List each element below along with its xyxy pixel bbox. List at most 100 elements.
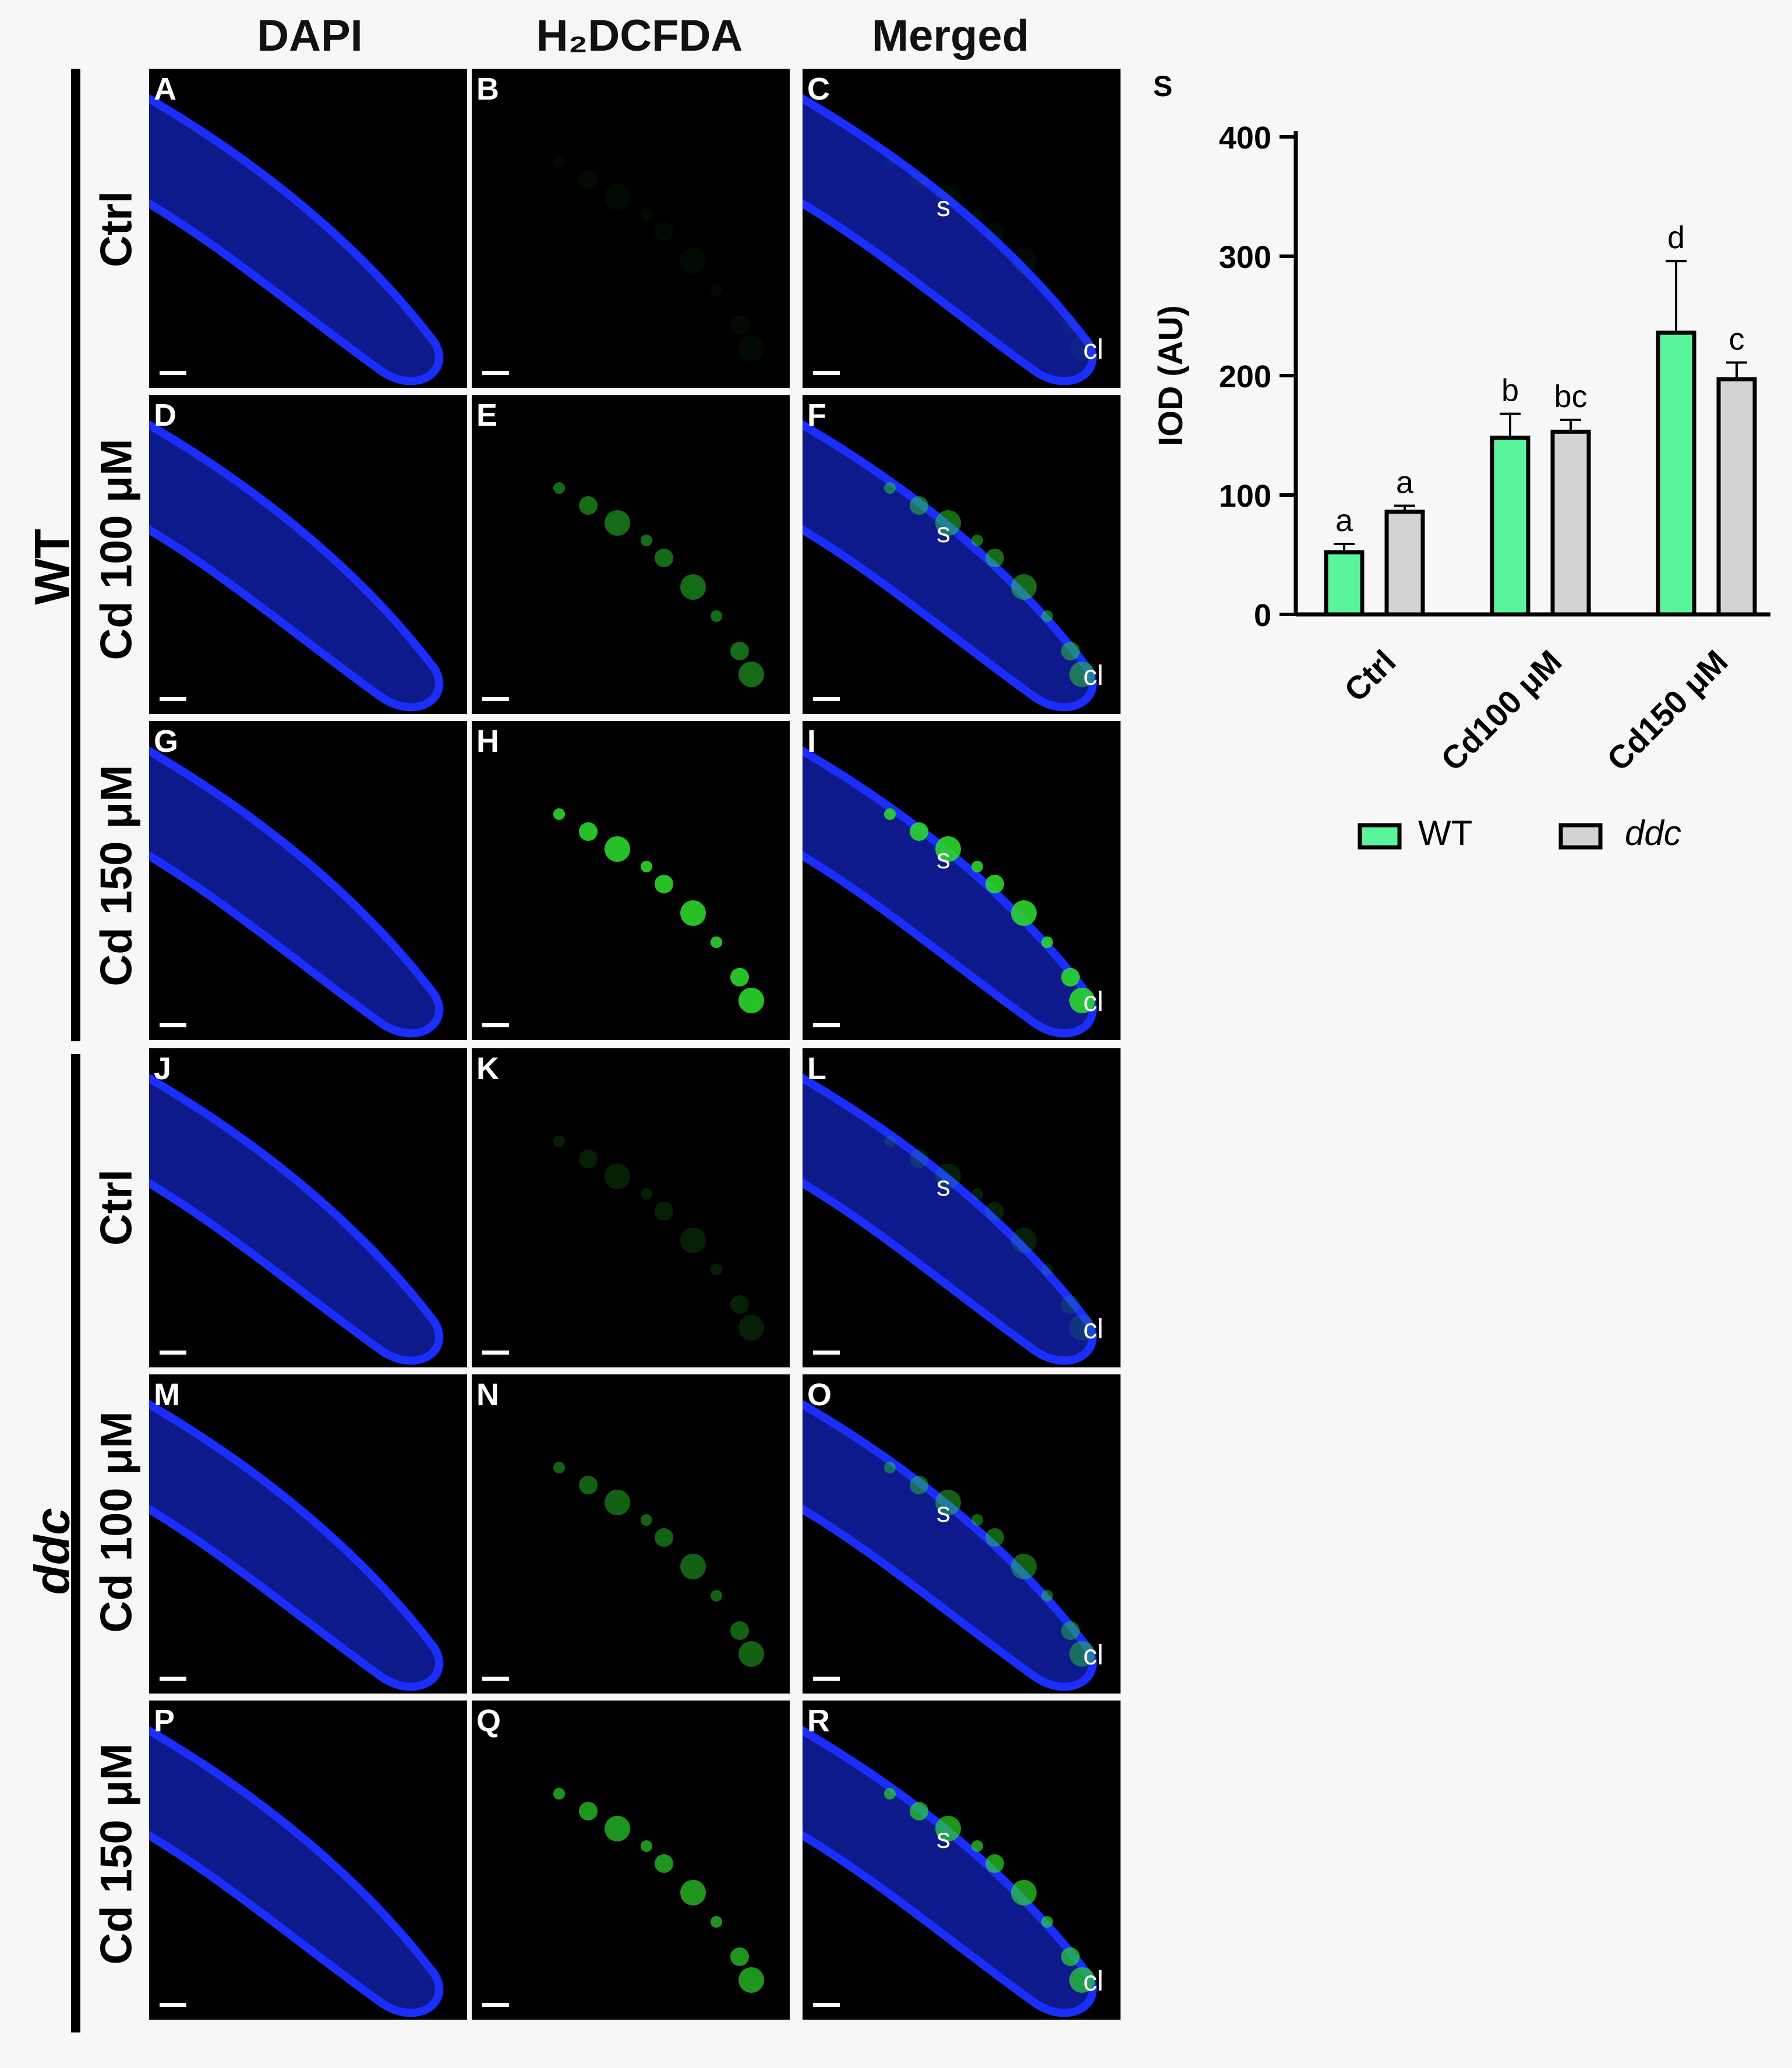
scale-bar: [482, 371, 509, 375]
micrograph-image: [803, 94, 1097, 386]
micrograph-image: [803, 420, 1097, 712]
bar-ddc: [1384, 510, 1425, 617]
bar-ddc: [1716, 377, 1757, 617]
panel-n: N: [472, 1374, 790, 1694]
scale-bar: [482, 1023, 509, 1027]
micrograph-image: [803, 1073, 1097, 1365]
chart-panel-label: S: [1153, 70, 1172, 102]
micrograph-image: [149, 746, 443, 1038]
y-tick-label: 400: [1219, 121, 1271, 155]
micrograph-image: [553, 482, 764, 687]
group-label-wt: WT: [24, 528, 80, 605]
micrograph-image: [803, 746, 1097, 1038]
panel-letter: O: [807, 1377, 832, 1412]
scale-bar: [813, 1677, 840, 1681]
root-shape: [803, 1399, 1097, 1691]
scale-bar: [160, 371, 186, 375]
panel-e: E: [472, 395, 790, 714]
y-tick-label: 200: [1219, 359, 1271, 394]
annotation-s: s: [936, 844, 950, 875]
legend-label-wt: WT: [1418, 814, 1472, 853]
root-shape: [803, 420, 1097, 712]
panel-j: J: [149, 1048, 467, 1367]
annotation-s: s: [936, 1171, 950, 1202]
y-axis-label: IOD (AU): [1152, 305, 1190, 446]
row-label-ddc-cd150: Cd 150 μM: [91, 1743, 142, 1965]
scale-bar: [482, 697, 509, 701]
scale-bar: [813, 697, 840, 701]
panel-h: H: [472, 721, 790, 1040]
panel-letter: L: [807, 1051, 826, 1086]
annotation-cl: cl: [1083, 1966, 1104, 1997]
iod-bar-chart: S 0 100 200 300 400 IOD (AU) a a Ctrl b bc Cd100 μM d…: [1141, 64, 1788, 891]
micrograph-image: [553, 1136, 764, 1341]
micrograph-image: [553, 156, 764, 361]
bar-ddc: [1550, 429, 1591, 617]
scale-bar: [160, 697, 186, 701]
panel-letter: E: [476, 398, 498, 433]
chart-svg: S 0 100 200 300 400 IOD (AU) a a Ctrl b bc Cd100 μM d…: [1152, 70, 1770, 853]
panel-q: Q: [472, 1701, 790, 2020]
x-tick-label: Cd100 μM: [1434, 643, 1569, 778]
panel-letter: K: [476, 1051, 499, 1086]
significance-letter: a: [1335, 503, 1353, 538]
panel-letter: P: [154, 1703, 175, 1738]
scale-bar: [482, 2003, 509, 2007]
micrograph-image: [149, 1073, 443, 1365]
annotation-cl: cl: [1083, 987, 1104, 1017]
panel-m: M: [149, 1374, 467, 1694]
fluorescence-spots: [884, 1462, 1095, 1667]
panel-p: P: [149, 1701, 467, 2020]
panel-letter: H: [476, 724, 499, 759]
significance-letter: a: [1396, 465, 1414, 500]
scale-bar: [813, 2003, 840, 2007]
panel-letter: C: [807, 72, 830, 107]
column-header-h2dcfda: H₂DCFDA: [536, 11, 743, 61]
row-label-ddc-ctrl: Ctrl: [91, 1169, 142, 1246]
scale-bar: [813, 371, 840, 375]
panel-letter: J: [154, 1051, 172, 1086]
fluorescence-spots: [553, 1788, 764, 1993]
root-shape: [149, 420, 443, 712]
column-header-merged: Merged: [871, 11, 1030, 61]
fluorescence-spots: [884, 482, 1095, 687]
micrograph-image: [803, 1726, 1097, 2017]
root-shape: [149, 1073, 443, 1365]
scale-bar: [160, 1351, 186, 1355]
micrograph-image: [553, 1462, 764, 1667]
panel-letter: D: [154, 398, 176, 433]
panel-letter: N: [476, 1377, 499, 1412]
panel-letter: R: [807, 1703, 830, 1738]
annotation-s: s: [936, 1823, 950, 1854]
annotation-s: s: [936, 1497, 950, 1528]
legend-label-ddc: ddc: [1625, 814, 1681, 853]
panel-a: A: [149, 69, 467, 388]
scale-bar: [813, 1351, 840, 1355]
fluorescence-spots: [884, 808, 1095, 1013]
significance-letter: c: [1729, 321, 1745, 356]
root-shape: [803, 1726, 1097, 2017]
x-tick-label: Ctrl: [1337, 643, 1403, 709]
root-shape: [803, 94, 1097, 386]
root-shape: [149, 1726, 443, 2017]
root-shape: [149, 94, 443, 386]
panel-letter: M: [154, 1377, 180, 1412]
scale-bar: [160, 2003, 186, 2007]
annotation-cl: cl: [1083, 334, 1104, 365]
panel-letter: F: [807, 398, 826, 433]
root-shape: [149, 1399, 443, 1691]
group-label-ddc: ddc: [24, 1508, 80, 1595]
scale-bar: [482, 1677, 509, 1681]
row-label-wt-cd100: Cd 100 μM: [91, 439, 142, 660]
panel-g: G: [149, 721, 467, 1040]
scale-bar: [813, 1023, 840, 1027]
micrograph-image: [803, 1399, 1097, 1691]
y-tick-label: 300: [1219, 240, 1271, 275]
legend-swatch-ddc: [1558, 823, 1603, 850]
fluorescence-spots: [553, 482, 764, 687]
